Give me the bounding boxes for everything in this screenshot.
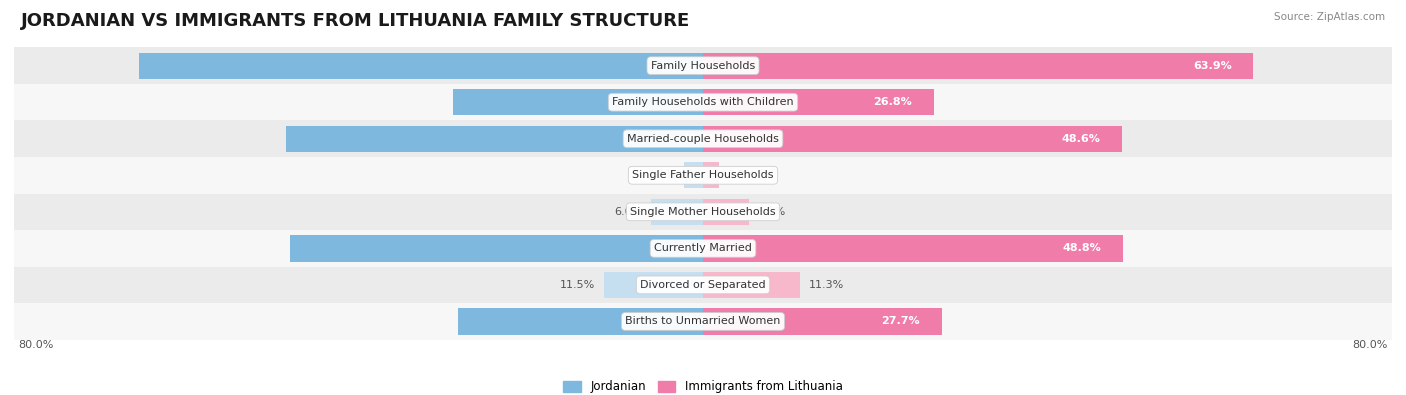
Text: 1.9%: 1.9%: [728, 170, 756, 180]
Bar: [703, 162, 720, 188]
Text: 26.8%: 26.8%: [873, 97, 912, 107]
Bar: [703, 235, 1123, 261]
Text: Family Households with Children: Family Households with Children: [612, 97, 794, 107]
Text: 63.9%: 63.9%: [1194, 61, 1232, 71]
Text: 11.5%: 11.5%: [560, 280, 595, 290]
Text: 48.6%: 48.6%: [1062, 134, 1099, 144]
Bar: [14, 47, 1392, 84]
Text: JORDANIAN VS IMMIGRANTS FROM LITHUANIA FAMILY STRUCTURE: JORDANIAN VS IMMIGRANTS FROM LITHUANIA F…: [21, 12, 690, 30]
Text: 65.5%: 65.5%: [682, 61, 720, 71]
Bar: [605, 272, 703, 298]
Bar: [14, 157, 1392, 194]
Bar: [139, 53, 703, 79]
Bar: [14, 84, 1392, 120]
Text: Single Father Households: Single Father Households: [633, 170, 773, 180]
Text: 48.4%: 48.4%: [682, 134, 720, 144]
Text: Married-couple Households: Married-couple Households: [627, 134, 779, 144]
Text: 2.2%: 2.2%: [647, 170, 675, 180]
Text: 48.8%: 48.8%: [1063, 243, 1102, 253]
Bar: [14, 194, 1392, 230]
Bar: [703, 199, 748, 225]
Text: 28.5%: 28.5%: [682, 316, 720, 326]
Bar: [290, 235, 703, 261]
Text: Source: ZipAtlas.com: Source: ZipAtlas.com: [1274, 12, 1385, 22]
Text: 48.0%: 48.0%: [682, 243, 720, 253]
Text: Family Households: Family Households: [651, 61, 755, 71]
Text: Currently Married: Currently Married: [654, 243, 752, 253]
Text: Divorced or Separated: Divorced or Separated: [640, 280, 766, 290]
Text: 29.0%: 29.0%: [682, 97, 720, 107]
Bar: [287, 126, 703, 152]
Bar: [703, 272, 800, 298]
Text: 27.7%: 27.7%: [882, 316, 920, 326]
Bar: [14, 303, 1392, 340]
Legend: Jordanian, Immigrants from Lithuania: Jordanian, Immigrants from Lithuania: [558, 376, 848, 395]
Bar: [14, 120, 1392, 157]
Text: Births to Unmarried Women: Births to Unmarried Women: [626, 316, 780, 326]
Bar: [703, 53, 1253, 79]
Bar: [685, 162, 703, 188]
Text: 11.3%: 11.3%: [808, 280, 844, 290]
Text: 80.0%: 80.0%: [18, 340, 53, 350]
Text: 5.3%: 5.3%: [758, 207, 786, 217]
Text: Single Mother Households: Single Mother Households: [630, 207, 776, 217]
Bar: [651, 199, 703, 225]
Bar: [14, 267, 1392, 303]
Bar: [457, 308, 703, 335]
Bar: [14, 230, 1392, 267]
Bar: [453, 89, 703, 115]
Text: 80.0%: 80.0%: [1353, 340, 1388, 350]
Bar: [703, 126, 1122, 152]
Text: 6.0%: 6.0%: [614, 207, 643, 217]
Bar: [703, 308, 942, 335]
Bar: [703, 89, 934, 115]
